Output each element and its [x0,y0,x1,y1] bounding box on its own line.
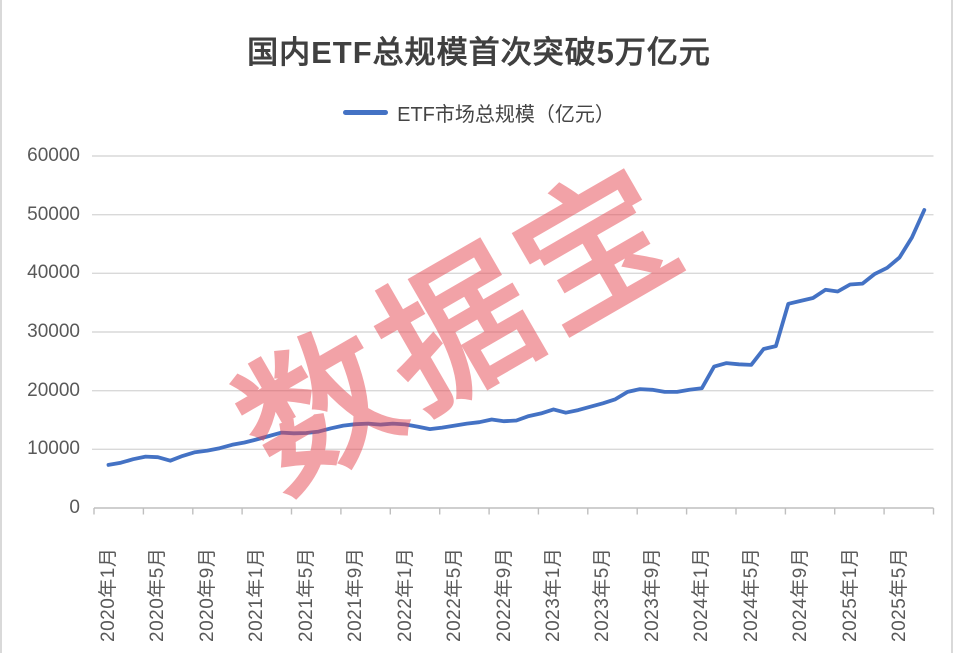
legend-line-marker [343,110,389,115]
x-axis-tick-label: 2022年1月 [394,547,416,642]
x-axis-tick-label: 2020年1月 [98,547,119,642]
chart-title: 国内ETF总规模首次突破5万亿元 [247,35,711,70]
x-axis-tick-label: 2025年1月 [839,547,861,642]
y-axis-tick-label: 20000 [27,379,80,401]
x-axis-tick-label: 2024年1月 [691,547,713,642]
x-axis-tick-label: 2024年9月 [790,547,812,642]
x-axis-tick-label: 2025年5月 [889,547,911,642]
x-axis-tick-label: 2022年5月 [444,547,466,642]
x-axis-tick-label: 2024年5月 [740,547,762,642]
x-axis-tick-label: 2020年9月 [196,547,218,642]
y-axis-tick-label: 60000 [27,145,80,166]
x-axis-tick-label: 2021年1月 [246,547,268,642]
legend-label: ETF市场总规模（亿元） [397,104,615,126]
x-axis-tick-label: 2021年5月 [295,547,317,642]
left-frame-edge [0,0,2,653]
y-axis-tick-label: 50000 [27,203,80,225]
legend: ETF市场总规模（亿元） [0,98,958,127]
x-axis-tick-label: 2023年5月 [592,547,614,642]
y-axis-tick-label: 30000 [27,321,80,342]
x-axis-tick-label: 2021年9月 [345,547,367,642]
y-axis-tick-label: 0 [69,497,80,518]
x-axis-tick-label: 2020年5月 [147,547,169,642]
y-axis-tick-label: 40000 [27,262,80,284]
x-axis-tick-label: 2022年9月 [493,547,515,642]
y-axis-tick-label: 10000 [27,438,80,460]
right-frame-edge [951,0,953,653]
x-axis-tick-label: 2023年1月 [542,547,564,642]
x-axis-tick-label: 2023年9月 [641,547,663,642]
